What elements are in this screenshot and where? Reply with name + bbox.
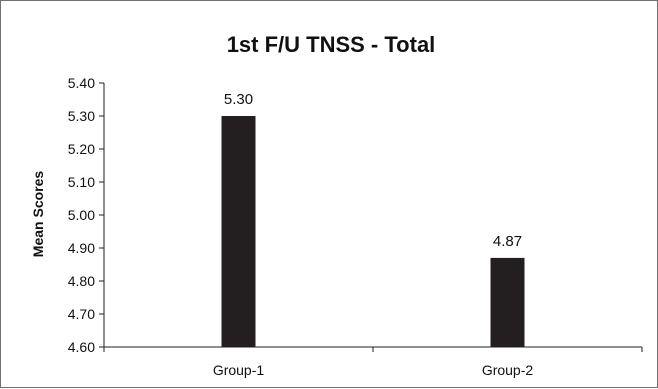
data-label-group-2: 4.87 xyxy=(493,233,522,250)
y-tick-label: 5.40 xyxy=(68,75,95,91)
y-tick-label: 5.10 xyxy=(68,174,95,190)
y-tick-label: 4.60 xyxy=(68,339,95,355)
x-tick-label-group-2: Group-2 xyxy=(482,362,534,378)
y-tick-label: 4.90 xyxy=(68,240,95,256)
y-tick-label: 5.30 xyxy=(68,108,95,124)
bar-group-1 xyxy=(221,116,256,347)
x-ticks xyxy=(103,347,643,352)
chart-title: 1st F/U TNSS - Total xyxy=(227,32,436,57)
x-tick-label-group-1: Group-1 xyxy=(213,362,265,378)
category-labels: Group-1 Group-2 xyxy=(213,362,534,378)
y-ticks: 4.60 4.70 4.80 4.90 5.00 5.10 5.20 5.30 5.40 xyxy=(68,75,104,355)
y-tick-label: 5.00 xyxy=(68,207,95,223)
data-label-group-1: 5.30 xyxy=(224,91,253,108)
y-tick-label: 5.20 xyxy=(68,141,95,157)
y-axis-label: Mean Scores xyxy=(30,171,46,258)
bar-group-2 xyxy=(490,257,525,347)
y-tick-label: 4.70 xyxy=(68,306,95,322)
data-labels: 5.30 4.87 xyxy=(224,91,522,250)
y-tick-label: 4.80 xyxy=(68,273,95,289)
bars xyxy=(221,116,525,347)
